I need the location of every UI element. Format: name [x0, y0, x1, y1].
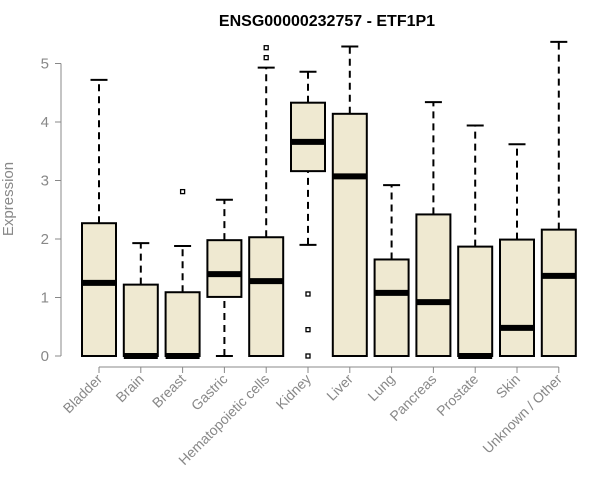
outlier-point: [179, 188, 186, 195]
y-tick-label: 3: [41, 173, 49, 190]
box-iqr: [81, 222, 117, 357]
y-axis-label: Expression: [0, 162, 17, 236]
outlier-point: [305, 353, 311, 359]
box-unknown-other: [540, 40, 577, 357]
outlier-point: [263, 55, 269, 61]
box-prostate: [457, 124, 494, 359]
x-tick-label: Brain: [112, 371, 146, 405]
chart-title: ENSG00000232757 - ETF1P1: [219, 13, 435, 30]
x-tick-label: Bladder: [60, 371, 106, 417]
box-lung: [373, 184, 410, 358]
x-tick-label: Unknown / Other: [479, 371, 565, 457]
box-iqr: [206, 239, 243, 298]
y-tick-label: 0: [41, 348, 49, 365]
box-brain: [122, 242, 159, 359]
box-breast: [164, 188, 201, 359]
outlier-point: [263, 45, 269, 51]
box-iqr: [373, 258, 410, 358]
y-tick-label: 5: [41, 56, 49, 73]
plot-area: [81, 40, 577, 359]
x-tick-label: Breast: [149, 371, 189, 411]
box-iqr: [540, 228, 577, 357]
box-iqr: [122, 283, 159, 358]
box-skin: [499, 143, 535, 358]
y-tick-label: 2: [41, 231, 49, 248]
box-iqr: [248, 236, 285, 357]
box-iqr: [415, 213, 452, 357]
y-tick-label: 1: [41, 290, 49, 307]
box-iqr: [457, 245, 494, 357]
box-kidney: [290, 70, 326, 359]
x-tick-label: Kidney: [273, 371, 315, 413]
outlier-point: [305, 327, 311, 333]
box-liver: [331, 45, 368, 357]
box-iqr: [290, 101, 326, 173]
x-tick-label: Skin: [493, 371, 524, 402]
box-iqr: [499, 238, 535, 358]
box-bladder: [81, 78, 117, 357]
box-iqr: [164, 291, 201, 357]
outlier-point: [305, 291, 311, 297]
box-hematopoietic-cells: [248, 45, 285, 357]
box-gastric: [206, 198, 243, 357]
box-pancreas: [415, 101, 452, 357]
x-tick-label: Liver: [323, 371, 356, 404]
x-tick-label: Prostate: [433, 371, 481, 419]
box-iqr: [331, 112, 368, 357]
x-tick-label: Lung: [364, 371, 397, 404]
y-tick-label: 4: [41, 114, 49, 131]
